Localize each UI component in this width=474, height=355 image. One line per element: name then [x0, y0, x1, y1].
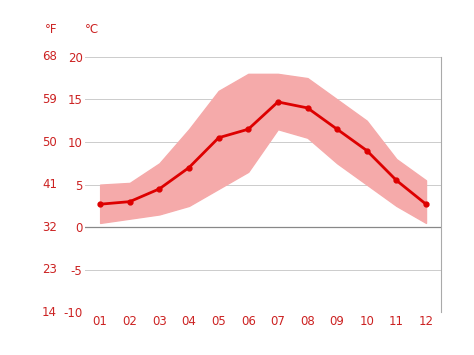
- Text: 59: 59: [42, 93, 57, 106]
- Text: 41: 41: [42, 178, 57, 191]
- Text: 50: 50: [42, 136, 57, 148]
- Text: 32: 32: [42, 221, 57, 234]
- Text: 68: 68: [42, 50, 57, 63]
- Text: °F: °F: [45, 23, 57, 36]
- Text: 14: 14: [42, 306, 57, 319]
- Text: °C: °C: [85, 23, 100, 36]
- Text: 23: 23: [42, 263, 57, 276]
